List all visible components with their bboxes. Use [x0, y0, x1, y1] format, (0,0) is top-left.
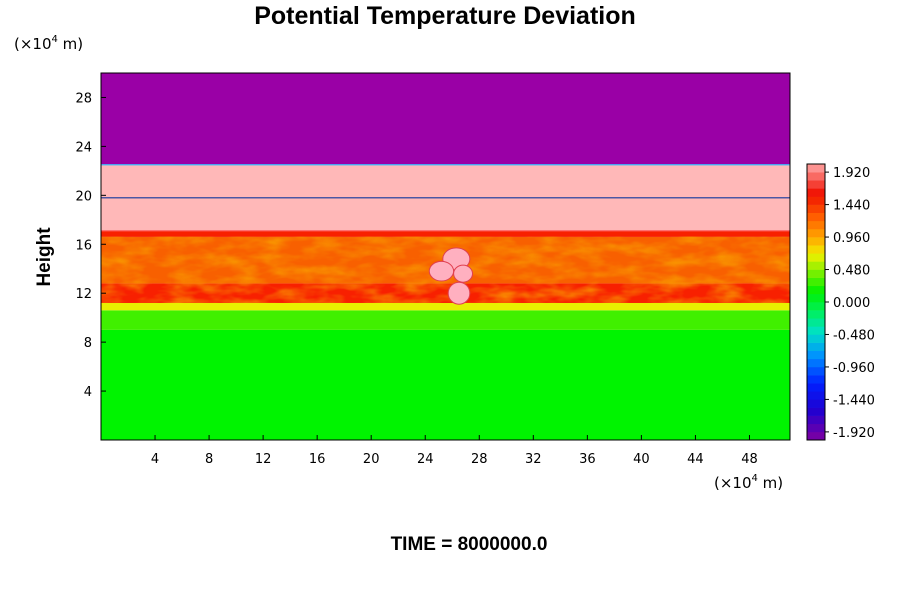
plot-frame [100, 72, 791, 441]
colorbar-steps [807, 164, 825, 441]
colorbar-step-20 [807, 269, 825, 278]
y-tick-label-4: 20 [75, 189, 92, 204]
colorbar-tick-label-8: -1.920 [833, 426, 875, 441]
colorbar-step-22 [807, 253, 825, 262]
x-axis-unit: (×104 m) [714, 473, 783, 492]
y-axis-label: Height [34, 227, 55, 287]
colorbar-step-4 [807, 399, 825, 408]
colorbar-step-32 [807, 172, 825, 181]
heatmap-layer-1 [101, 310, 790, 330]
heatmap-layer-0 [101, 329, 790, 440]
colorbar-tick-label-4: 0.000 [833, 296, 870, 311]
x-tick-label-10: 44 [687, 452, 704, 467]
colorbar-tick-label-1: 1.440 [833, 199, 870, 214]
colorbar-step-6 [807, 383, 825, 392]
heatmap-plot [100, 72, 791, 441]
colorbar-step-2 [807, 415, 825, 425]
colorbar-step-26 [807, 220, 825, 230]
colorbar-step-33 [807, 164, 825, 173]
colorbar-step-11 [807, 342, 825, 352]
hot-spot-1 [428, 260, 455, 282]
colorbar-tick-label-2: 0.960 [833, 231, 870, 246]
colorbar-step-19 [807, 277, 825, 287]
colorbar-step-31 [807, 180, 825, 189]
hot-spots [428, 247, 474, 305]
y-axis-ticks: 4 8 12 16 20 24 28 [75, 91, 106, 400]
x-tick-label-2: 12 [255, 452, 272, 467]
chart-title: Potential Temperature Deviation [254, 2, 636, 30]
x-tick-label-6: 28 [471, 452, 488, 467]
colorbar-step-23 [807, 245, 825, 254]
colorbar-step-18 [807, 285, 825, 295]
colorbar-tick-label-7: -1.440 [833, 393, 875, 408]
colorbar-ticks: 1.920 1.440 0.960 0.480 0.000 -0.480 -0.960 -1.… [825, 166, 875, 441]
y-tick-label-2: 12 [75, 287, 92, 302]
time-footer: TIME = 8000000.0 [391, 534, 548, 555]
hot-spot-2 [453, 264, 474, 283]
x-tick-label-0: 4 [151, 452, 159, 467]
colorbar-tick-label-6: -0.960 [833, 361, 875, 376]
colorbar-step-14 [807, 318, 825, 327]
colorbar-step-10 [807, 350, 825, 360]
x-tick-label-11: 48 [741, 452, 758, 467]
colorbar-step-29 [807, 196, 825, 205]
x-tick-label-5: 24 [417, 452, 434, 467]
y-axis-unit: (×104 m) [14, 34, 83, 53]
colorbar-step-28 [807, 204, 825, 214]
colorbar-step-21 [807, 261, 825, 270]
y-tick-label-0: 4 [84, 385, 92, 400]
colorbar-step-7 [807, 375, 825, 384]
colorbar-step-5 [807, 391, 825, 400]
x-tick-label-1: 8 [205, 452, 213, 467]
heatmap-layer-2 [101, 302, 790, 311]
colorbar-step-3 [807, 407, 825, 416]
x-axis-ticks: 4 8 12 16 20 24 28 32 36 40 44 48 [151, 435, 758, 467]
x-tick-label-9: 40 [633, 452, 650, 467]
colorbar-step-24 [807, 237, 825, 246]
colorbar-step-9 [807, 358, 825, 368]
x-tick-label-7: 32 [525, 452, 542, 467]
x-unit-exponent: 4 [752, 473, 758, 484]
heatmap-layer-7 [101, 73, 790, 165]
colorbar-tick-label-3: 0.480 [833, 264, 870, 279]
x-tick-label-8: 36 [579, 452, 596, 467]
colorbar-tick-label-0: 1.920 [833, 166, 870, 181]
colorbar-step-27 [807, 212, 825, 222]
y-unit-exponent: 4 [52, 34, 58, 45]
colorbar-step-30 [807, 188, 825, 197]
colorbar-step-13 [807, 326, 825, 335]
x-tick-label-3: 16 [309, 452, 326, 467]
y-tick-label-6: 28 [75, 91, 92, 106]
y-tick-label-3: 16 [75, 238, 92, 253]
y-tick-label-1: 8 [84, 336, 92, 351]
x-tick-label-4: 20 [363, 452, 380, 467]
colorbar: 1.920 1.440 0.960 0.480 0.000 -0.480 -0.960 -1.… [806, 163, 875, 441]
colorbar-step-17 [807, 293, 825, 303]
colorbar-step-25 [807, 228, 825, 238]
colorbar-step-0 [807, 431, 825, 441]
colorbar-step-16 [807, 302, 825, 311]
colorbar-step-8 [807, 366, 825, 376]
colorbar-step-1 [807, 423, 825, 433]
y-tick-label-5: 24 [75, 140, 92, 155]
hot-spot-3 [447, 281, 471, 305]
colorbar-step-15 [807, 310, 825, 319]
colorbar-tick-label-5: -0.480 [833, 328, 875, 343]
colorbar-step-12 [807, 334, 825, 343]
heatmap-layer-5 [101, 230, 790, 237]
